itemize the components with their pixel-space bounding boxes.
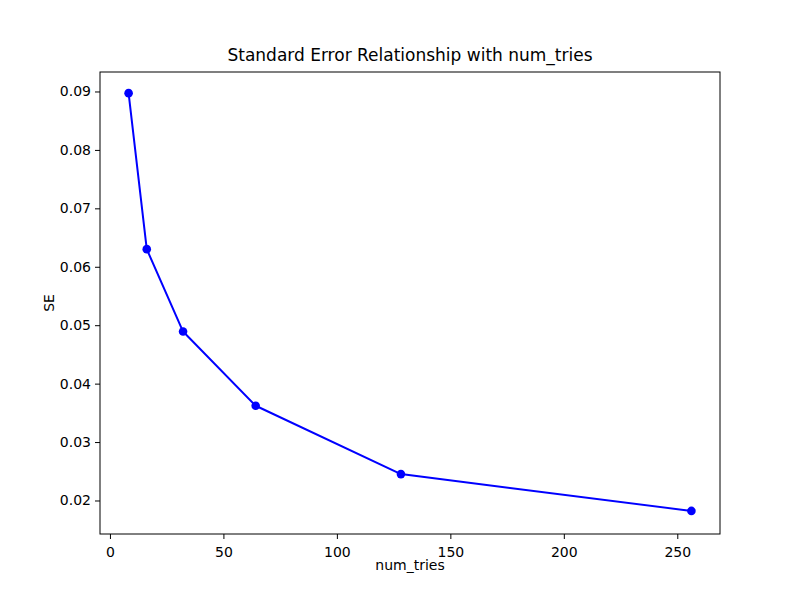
figure: 0501001502002500.020.030.040.050.060.070… (0, 0, 800, 600)
axes-spines (100, 72, 720, 534)
x-tick-label: 200 (551, 544, 578, 560)
data-point-marker (251, 401, 260, 410)
y-tick-label: 0.05 (60, 317, 91, 333)
y-tick-label: 0.03 (60, 434, 91, 450)
data-point-marker (179, 327, 188, 336)
y-axis-label: SE (41, 294, 57, 312)
y-tick-label: 0.07 (60, 200, 91, 216)
y-tick-label: 0.02 (60, 492, 91, 508)
data-point-marker (124, 89, 133, 98)
y-tick-label: 0.06 (60, 259, 91, 275)
x-tick-label: 250 (664, 544, 691, 560)
x-axis-label: num_tries (375, 557, 444, 573)
y-tick-label: 0.08 (60, 142, 91, 158)
y-tick-label: 0.04 (60, 376, 91, 392)
data-point-marker (687, 507, 696, 516)
data-point-marker (397, 470, 406, 479)
plot-area: 0501001502002500.020.030.040.050.060.070… (60, 72, 720, 560)
y-tick-label: 0.09 (60, 83, 91, 99)
chart-title: Standard Error Relationship with num_tri… (227, 45, 592, 66)
line-chart: 0501001502002500.020.030.040.050.060.070… (0, 0, 800, 600)
x-tick-label: 100 (324, 544, 351, 560)
data-point-marker (142, 245, 151, 254)
x-tick-label: 0 (106, 544, 115, 560)
series-line (129, 93, 692, 511)
x-tick-label: 50 (215, 544, 233, 560)
